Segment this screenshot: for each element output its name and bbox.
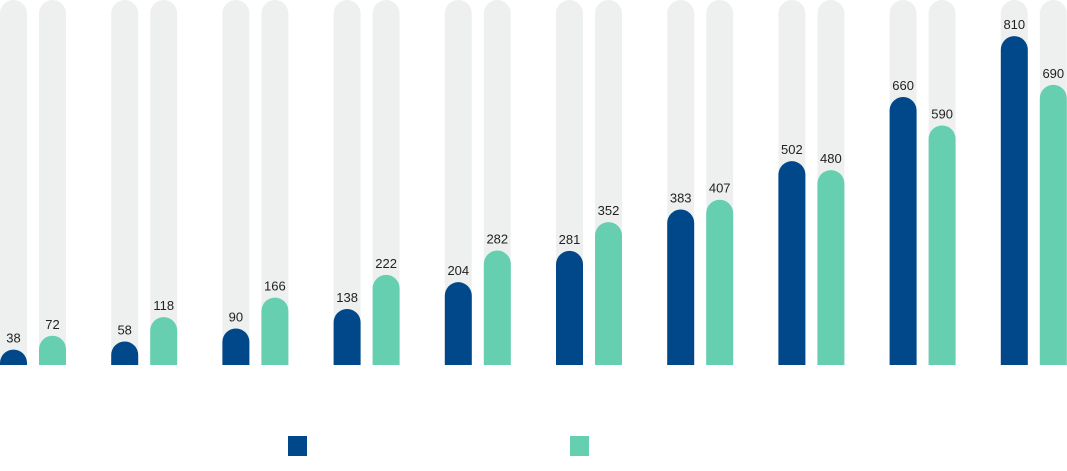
- bar-series-a[interactable]: [333, 308, 361, 365]
- bar-series-a[interactable]: [889, 97, 917, 365]
- bar-series-b[interactable]: [817, 170, 845, 365]
- bar-track: [372, 0, 400, 365]
- bar-series-b[interactable]: [595, 222, 622, 365]
- bar-track: [222, 0, 250, 365]
- data-label: 38: [6, 331, 20, 346]
- data-label: 690: [1042, 66, 1064, 81]
- data-label: 590: [931, 106, 953, 121]
- bars: [0, 36, 1067, 365]
- data-label: 138: [336, 290, 358, 305]
- legend-item-series-b[interactable]: [570, 436, 597, 456]
- bar-series-a[interactable]: [0, 349, 27, 365]
- data-label: 72: [45, 317, 59, 332]
- data-labels: 38 72 58 118 90 166 138 222 204 282 281 352 383 407 50…: [6, 17, 1064, 345]
- data-label: 204: [447, 263, 469, 278]
- bar-series-a[interactable]: [1000, 36, 1028, 365]
- bar-series-a[interactable]: [667, 209, 695, 365]
- bar-track: [333, 0, 361, 365]
- bar-track: [0, 0, 27, 365]
- bar-series-b[interactable]: [483, 250, 511, 365]
- bar-series-b[interactable]: [372, 274, 400, 365]
- bar-track: [444, 0, 472, 365]
- bar-series-b[interactable]: [261, 297, 289, 365]
- data-label: 810: [1003, 17, 1025, 32]
- legend-item-series-a[interactable]: [288, 436, 315, 456]
- bar-series-b[interactable]: [39, 335, 66, 365]
- bar-series-a[interactable]: [222, 328, 250, 365]
- bar-series-b[interactable]: [706, 199, 734, 365]
- bar-series-a[interactable]: [444, 282, 472, 365]
- legend-swatch-series-b: [570, 436, 589, 456]
- bar-series-b[interactable]: [1039, 84, 1067, 365]
- data-label: 352: [598, 203, 620, 218]
- data-label: 282: [486, 232, 508, 247]
- bar-series-a[interactable]: [111, 341, 139, 365]
- bar-series-a[interactable]: [778, 161, 806, 365]
- bar-series-b[interactable]: [928, 125, 956, 365]
- bar-series-b[interactable]: [150, 317, 178, 365]
- data-label: 58: [117, 322, 131, 337]
- bar-track: [39, 0, 66, 365]
- legend-swatch-series-a: [288, 436, 307, 456]
- data-label: 383: [670, 190, 692, 205]
- bar-track: [150, 0, 178, 365]
- data-label: 281: [559, 232, 581, 247]
- legend: [0, 436, 1067, 456]
- data-label: 118: [153, 298, 174, 313]
- data-label: 660: [892, 78, 914, 93]
- bar-track: [111, 0, 139, 365]
- data-label: 480: [820, 151, 842, 166]
- bar-series-a[interactable]: [556, 250, 583, 365]
- data-label: 407: [709, 181, 731, 196]
- bar-track: [261, 0, 289, 365]
- data-label: 90: [229, 309, 243, 324]
- data-label: 166: [264, 279, 286, 294]
- data-label: 502: [781, 142, 803, 157]
- data-label: 222: [375, 256, 397, 271]
